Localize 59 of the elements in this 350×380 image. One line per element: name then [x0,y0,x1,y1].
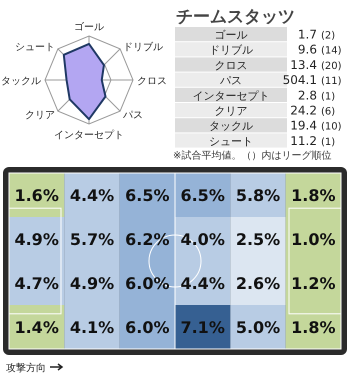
spoke-label: タックル [1,76,41,87]
data-label: 2.5% [236,230,280,249]
data-label: 1.0% [291,230,336,249]
data-label: 6.2% [125,230,170,249]
data-label: 5.0% [236,318,280,337]
category-label: シュート [209,134,253,148]
category-label: パス [219,74,242,88]
spoke-label: クロス [137,76,167,87]
spoke-label: パス [122,110,143,121]
category-label: タックル [209,120,253,133]
data-label: 6.5% [125,186,170,205]
data-label: 1.7 [298,28,317,42]
data-label: 7.1% [180,318,225,337]
text: (6) [321,106,336,118]
data-label: 1.2% [291,274,336,293]
data-label: 9.6 [298,42,317,57]
data-label: 5.8% [236,186,280,205]
text: (14) [321,46,342,57]
data-label: 4.9% [70,274,114,293]
data-label: 24.2 [290,104,317,118]
data-label: 1.8% [291,318,336,337]
spoke-label: ドリブル [122,41,163,54]
text: (1) [321,136,336,148]
spoke-label: シュート [15,42,56,54]
data-label: 13.4 [290,58,317,72]
category-label: ドリブル [209,44,253,57]
spoke-label: クリア [25,110,56,121]
data-label: 4.4% [70,186,114,205]
text: (20) [321,60,342,72]
data-label: 11.2 [290,134,317,148]
data-label: 1.6% [14,186,59,205]
data-label: 2.6% [236,274,280,293]
category-label: ゴール [214,28,248,42]
data-label: 19.4 [290,118,317,133]
data-label: 6.5% [180,186,225,205]
data-label: 2.8 [298,88,317,102]
spoke-label: ゴール [74,21,104,33]
text: (10) [321,122,342,133]
data-label: 4.9% [14,230,59,249]
data-label: 504.1 [282,73,317,88]
category-label: クロス [214,58,248,72]
text: (1) [321,91,336,102]
data-label: 4.1% [70,318,114,337]
data-label: 6.0% [125,318,170,337]
data-label: 6.0% [125,274,170,293]
data-label: 1.8% [291,186,336,205]
text: ※試合平均値。（）内はリーグ順位 [173,150,332,162]
text: 攻撃方向 [6,362,46,374]
data-label: 4.7% [14,274,59,293]
text: チームスタッツ [176,7,295,27]
data-label: 4.4% [180,274,225,293]
data-label: 5.7% [70,230,114,249]
text: (2) [321,30,336,42]
spoke-label: インターセプト [54,129,124,141]
text: (11) [321,76,342,88]
data-label: 4.0% [180,230,225,249]
category-label: クリア [214,104,248,118]
data-label: 1.4% [14,318,59,337]
category-label: インターセプト [192,89,270,102]
